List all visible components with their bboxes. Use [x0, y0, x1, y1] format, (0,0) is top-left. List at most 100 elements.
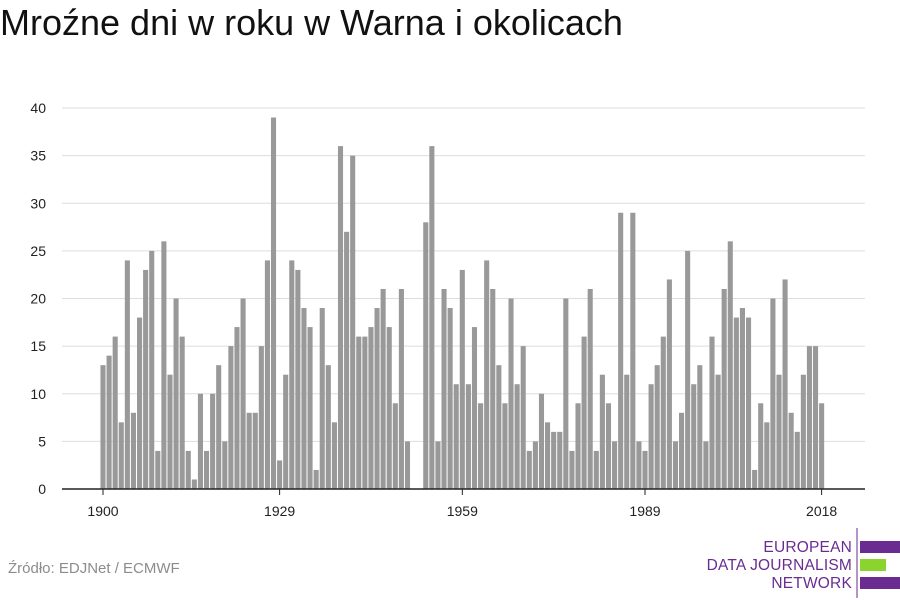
bar-1921 — [228, 346, 234, 490]
bar-1978 — [575, 403, 581, 489]
bar-1906 — [137, 317, 143, 489]
bar-1910 — [161, 241, 167, 489]
y-tick-label-30: 30 — [30, 195, 46, 211]
bar-1904 — [124, 260, 130, 489]
bar-1991 — [654, 365, 660, 489]
bar-1919 — [216, 365, 222, 489]
bar-1942 — [356, 336, 362, 489]
y-tick-label-20: 20 — [30, 291, 46, 307]
bar-1982 — [599, 374, 605, 489]
y-tick-label-0: 0 — [38, 481, 46, 497]
bar-1972 — [538, 393, 545, 489]
bar-1917 — [203, 450, 210, 489]
bar-1973 — [545, 422, 551, 489]
bar-1986 — [624, 374, 630, 489]
bar-1990 — [648, 384, 654, 489]
bar-1966 — [502, 403, 508, 489]
bar-1930 — [283, 374, 289, 489]
x-tick-label-2018: 2018 — [806, 503, 837, 519]
bar-1929 — [277, 460, 283, 489]
bar-1946 — [380, 288, 386, 489]
bar-1957 — [447, 308, 453, 489]
bar-2013 — [788, 412, 794, 489]
bar-1918 — [210, 393, 216, 489]
bar-2001 — [715, 374, 721, 489]
logo-bar-green — [860, 559, 886, 571]
bar-1965 — [496, 365, 502, 489]
bar-1912 — [173, 298, 179, 489]
bar-1995 — [679, 412, 685, 489]
bar-1911 — [167, 374, 173, 489]
x-tick-label-1900: 1900 — [87, 503, 118, 519]
bar-2008 — [758, 403, 764, 489]
bar-1969 — [520, 346, 526, 490]
bar-1932 — [295, 269, 301, 489]
bar-1988 — [636, 441, 642, 490]
logo-bar-purple-top — [860, 541, 900, 553]
bar-1956 — [441, 288, 447, 489]
bar-1945 — [374, 308, 380, 489]
bar-2003 — [727, 241, 733, 489]
bar-1949 — [398, 288, 404, 489]
bar-2005 — [739, 308, 745, 489]
source-note: Źródło: EDJNet / ECMWF — [8, 560, 180, 577]
bar-2007 — [752, 469, 758, 489]
bar-2018 — [819, 403, 825, 489]
bar-1926 — [258, 346, 264, 490]
bar-1915 — [191, 479, 197, 489]
bar-1916 — [197, 393, 203, 489]
bar-2006 — [746, 317, 752, 489]
bar-1920 — [222, 441, 228, 490]
y-tick-label-15: 15 — [30, 338, 46, 354]
bar-1923 — [240, 298, 246, 489]
bar-1914 — [185, 450, 191, 489]
bar-1947 — [386, 327, 392, 489]
y-tick-label-35: 35 — [30, 148, 46, 164]
bar-1954 — [429, 146, 435, 489]
bar-1977 — [569, 450, 575, 489]
bar-1955 — [435, 441, 441, 490]
bar-1934 — [307, 327, 313, 489]
bar-2010 — [770, 298, 776, 489]
logo-line-network: NETWORK — [771, 575, 852, 592]
y-tick-label-5: 5 — [38, 433, 46, 449]
bar-1961 — [471, 327, 478, 489]
bar-1941 — [350, 155, 356, 490]
bar-2004 — [733, 317, 739, 489]
bar-1989 — [642, 450, 648, 489]
bar-1928 — [270, 117, 277, 489]
bar-1967 — [508, 298, 514, 489]
bar-1937 — [325, 365, 331, 489]
bar-1981 — [593, 450, 599, 489]
bar-1940 — [344, 231, 350, 489]
bar-1996 — [685, 250, 691, 490]
bar-1975 — [557, 431, 563, 489]
bar-1927 — [264, 260, 270, 489]
bar-1974 — [551, 431, 557, 489]
logo-line-european: EUROPEAN — [763, 539, 852, 556]
bar-1970 — [526, 450, 532, 489]
bar-2009 — [764, 422, 770, 489]
chart-title: Mroźne dni w roku w Warna i okolicach — [0, 2, 623, 43]
bar-1922 — [234, 327, 240, 489]
bar-1968 — [514, 384, 520, 489]
bar-1935 — [313, 469, 319, 489]
logo-divider — [856, 528, 858, 598]
bar-1913 — [179, 336, 185, 489]
bar-2016 — [806, 346, 812, 490]
y-tick-label-25: 25 — [30, 243, 46, 259]
bar-1993 — [666, 279, 672, 489]
logo-line-data-journalism: DATA JOURNALISM — [706, 557, 852, 574]
bar-1933 — [301, 308, 307, 489]
bar-1924 — [246, 412, 252, 489]
bar-1992 — [660, 336, 666, 489]
y-axis-labels: 0 5 10 15 20 25 30 35 40 — [30, 100, 46, 497]
x-tick-label-1929: 1929 — [264, 503, 295, 519]
bar-1901 — [106, 355, 112, 489]
bar-1953 — [423, 222, 429, 490]
y-tick-label-40: 40 — [30, 100, 46, 116]
bar-1902 — [112, 336, 118, 489]
bar-2011 — [776, 374, 782, 489]
bar-1909 — [155, 450, 161, 489]
bar-1905 — [130, 412, 136, 489]
